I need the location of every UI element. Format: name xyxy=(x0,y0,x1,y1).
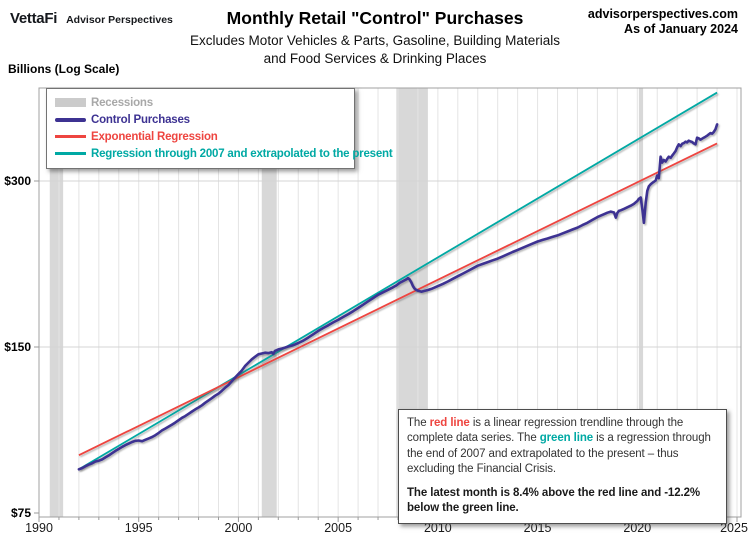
x-tick-label-2005: 2005 xyxy=(324,521,352,535)
recession-band-0 xyxy=(49,88,64,517)
legend-label-2: Exponential Regression xyxy=(91,130,218,143)
source-block: advisorperspectives.com As of January 20… xyxy=(588,7,738,37)
legend-swatch-0 xyxy=(55,98,86,107)
annotation-box: The red line is a linear regression tren… xyxy=(398,409,727,525)
x-tick-label-2000: 2000 xyxy=(225,521,253,535)
y-tick-label-300: $300 xyxy=(4,174,31,188)
chart-legend: Recessions Control Purchases Exponential R… xyxy=(46,88,393,169)
annotation-run-1: red line xyxy=(429,417,470,429)
legend-item-1: Control Purchases xyxy=(55,111,346,128)
x-tick-label-2015: 2015 xyxy=(524,521,552,535)
legend-swatch-1 xyxy=(55,117,86,122)
x-tick-label-2025: 2025 xyxy=(720,521,748,535)
legend-label-3: Regression through 2007 and extrapolated… xyxy=(91,147,393,160)
source-url: advisorperspectives.com xyxy=(587,7,738,21)
annotation-paragraph-2: The latest month is 8.4% above the red l… xyxy=(407,486,701,515)
logo-primary-text: VettaFi xyxy=(10,10,58,27)
x-tick-label-2010: 2010 xyxy=(424,521,452,535)
legend-swatch-3 xyxy=(55,152,86,155)
vettafi-logo: VettaFi Advisor Perspectives xyxy=(10,10,173,28)
legend-label-1: Control Purchases xyxy=(91,113,190,126)
annotation-run-0: The xyxy=(407,417,430,429)
annotation-paragraph-1: The red line is a linear regression tren… xyxy=(407,416,718,478)
annotation-run-2: is a linear regression trendline through… xyxy=(407,417,684,445)
exponential-regression-line xyxy=(78,142,718,456)
subtitle-line2: and Food Services & Drinking Places xyxy=(263,51,487,66)
annotation-run-4: is a regression through the end of 2007 … xyxy=(407,432,711,476)
regression-2007-line xyxy=(78,91,718,471)
logo-secondary-text: Advisor Perspectives xyxy=(66,14,173,26)
page-title: Monthly Retail "Control" Purchases xyxy=(226,8,524,28)
annotation-run-3: green line xyxy=(539,432,594,445)
recession-band-3 xyxy=(638,88,644,517)
x-tick-label-1990: 1990 xyxy=(25,521,53,535)
legend-item-0: Recessions xyxy=(55,94,346,111)
plot-border xyxy=(38,87,742,518)
y-axis-title: Billions (Log Scale) xyxy=(8,62,120,76)
x-tick-label-2020: 2020 xyxy=(623,521,651,535)
legend-swatch-2 xyxy=(55,135,86,138)
legend-item-3: Regression through 2007 and extrapolated… xyxy=(55,145,393,162)
y-tick-label-150: $150 xyxy=(4,340,31,354)
subtitle-line1: Excludes Motor Vehicles & Parts, Gasolin… xyxy=(190,33,560,48)
recession-band-1 xyxy=(261,88,277,517)
as-of-date: As of January 2024 xyxy=(624,22,738,36)
control-purchases-line xyxy=(77,123,719,471)
y-tick-label-75: $75 xyxy=(11,506,31,520)
x-tick-label-1995: 1995 xyxy=(125,521,153,535)
legend-label-0: Recessions xyxy=(91,96,153,109)
legend-item-2: Exponential Regression xyxy=(55,128,346,145)
